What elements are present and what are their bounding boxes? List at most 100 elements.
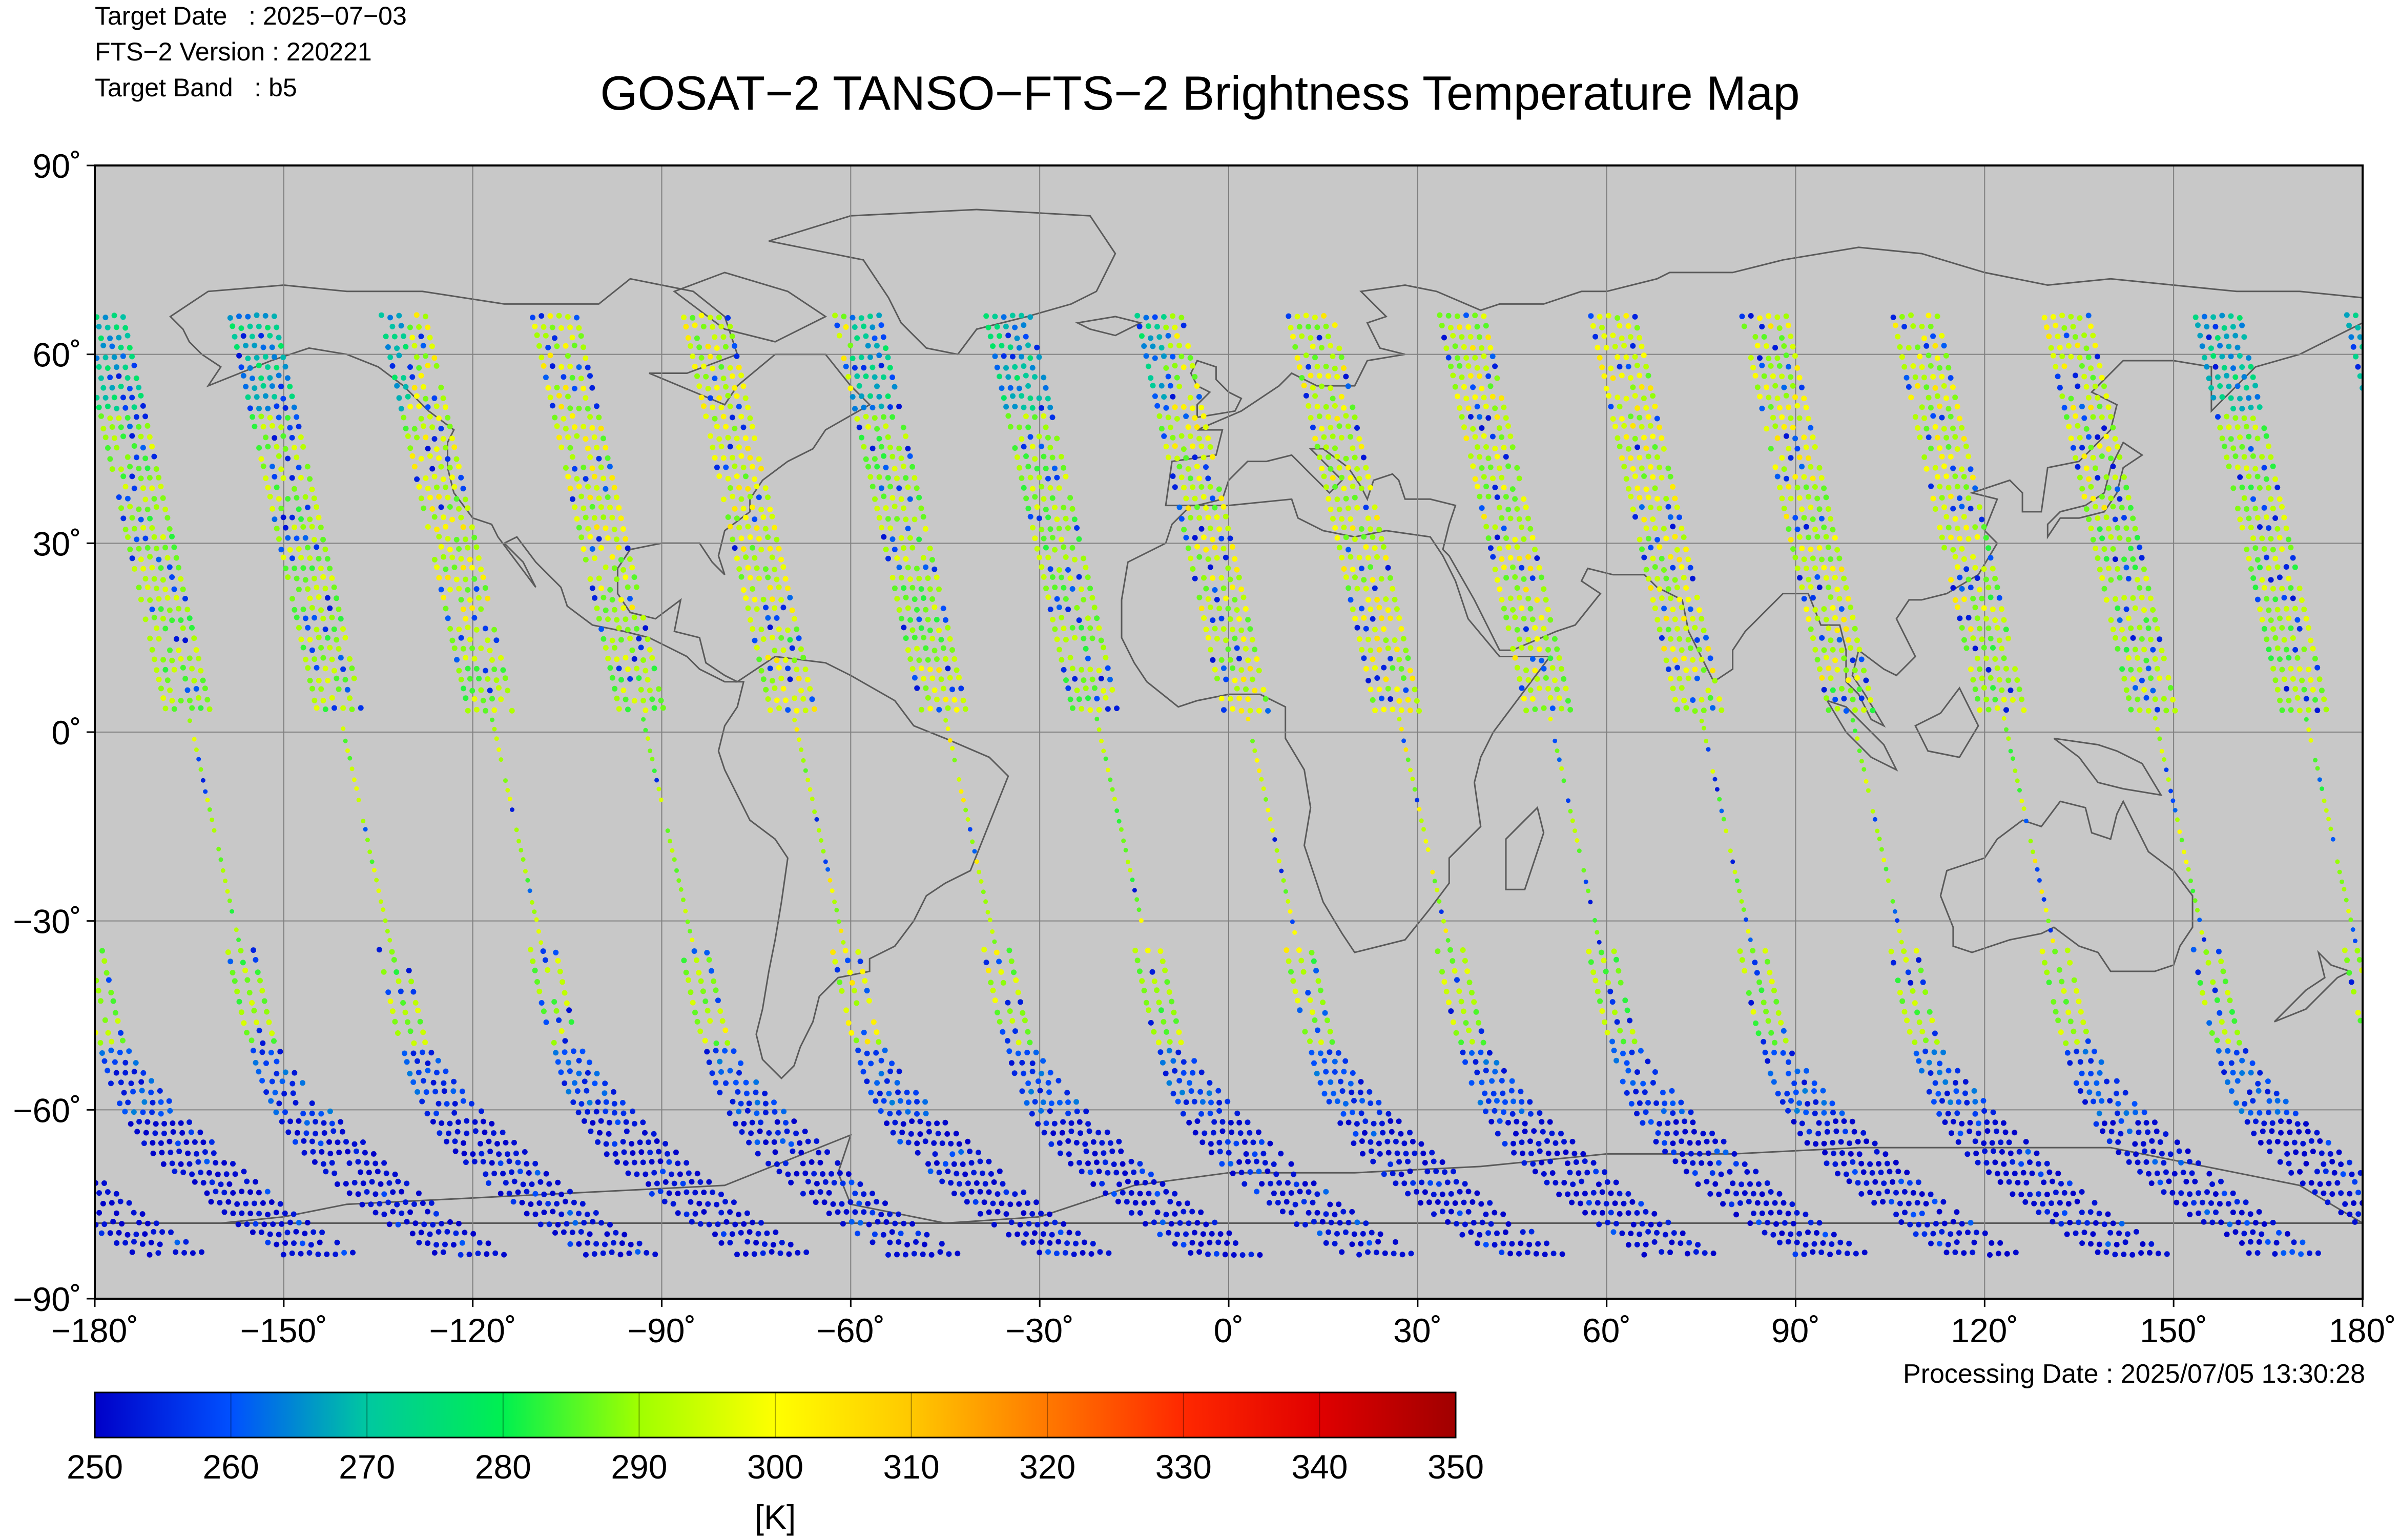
observation-point — [1597, 940, 1602, 945]
observation-point — [1843, 1171, 1849, 1177]
observation-point — [1381, 626, 1387, 632]
observation-point — [874, 1199, 880, 1205]
observation-point — [1641, 434, 1647, 441]
observation-point — [883, 546, 889, 552]
observation-point — [792, 657, 797, 663]
observation-point — [122, 325, 129, 331]
observation-point — [981, 947, 987, 953]
observation-point — [1679, 685, 1685, 691]
observation-point — [932, 648, 938, 654]
observation-point — [1462, 1221, 1468, 1227]
coastline-australia — [1939, 799, 2194, 972]
observation-point — [1657, 1121, 1663, 1127]
observation-point — [1603, 968, 1609, 974]
observation-point — [939, 1241, 945, 1247]
observation-point — [1368, 1139, 1374, 1145]
observation-point — [1499, 474, 1505, 481]
observation-point — [361, 819, 366, 824]
observation-point — [1192, 575, 1198, 581]
observation-point — [1057, 647, 1062, 653]
observation-point — [1500, 1240, 1506, 1246]
observation-point — [519, 1199, 525, 1205]
observation-point — [999, 385, 1005, 391]
observation-point — [816, 1150, 822, 1156]
observation-point — [1673, 1130, 1679, 1136]
observation-point — [1448, 1008, 1454, 1014]
observation-point — [917, 1118, 923, 1125]
observation-point — [120, 353, 126, 359]
observation-point — [718, 404, 725, 410]
observation-point — [1412, 1150, 1418, 1156]
observation-point — [1099, 739, 1104, 743]
observation-point — [951, 1191, 957, 1197]
observation-point — [429, 343, 435, 349]
observation-point — [1488, 1221, 1494, 1227]
observation-point — [1610, 1229, 1617, 1235]
observation-point — [1935, 1091, 1941, 1097]
observation-point — [1442, 1169, 1448, 1175]
observation-point — [272, 1090, 278, 1096]
observation-point — [1216, 486, 1222, 492]
observation-point — [129, 433, 135, 439]
observation-point — [462, 496, 468, 503]
observation-point — [1501, 606, 1507, 612]
observation-point — [1168, 424, 1173, 430]
observation-point — [625, 1170, 631, 1176]
observation-point — [1477, 373, 1482, 379]
observation-point — [640, 657, 646, 663]
observation-point — [720, 413, 727, 420]
observation-point — [113, 324, 119, 330]
observation-point — [1503, 535, 1509, 541]
observation-point — [543, 1171, 549, 1177]
observation-point — [1768, 363, 1774, 369]
observation-point — [734, 515, 740, 522]
observation-point — [1780, 1099, 1786, 1105]
observation-point — [1323, 1189, 1329, 1195]
observation-point — [1872, 1140, 1878, 1147]
observation-point — [1895, 1169, 1901, 1175]
observation-point — [1970, 1250, 1976, 1256]
observation-point — [1250, 739, 1255, 743]
observation-point — [1852, 1169, 1858, 1175]
observation-point — [1799, 506, 1805, 512]
observation-point — [601, 636, 607, 642]
observation-point — [1871, 1200, 1877, 1206]
observation-point — [713, 1040, 719, 1046]
observation-point — [1396, 1118, 1402, 1125]
observation-point — [1548, 717, 1553, 722]
observation-point — [1512, 537, 1518, 543]
observation-point — [716, 473, 722, 479]
observation-point — [1762, 1230, 1768, 1236]
observation-point — [1512, 614, 1518, 620]
observation-point — [986, 1209, 992, 1215]
observation-point — [1043, 1120, 1049, 1127]
observation-point — [620, 567, 626, 573]
observation-point — [223, 878, 228, 883]
observation-point — [1547, 1119, 1553, 1125]
observation-point — [171, 706, 177, 712]
observation-point — [1410, 1180, 1416, 1186]
observation-point — [1457, 405, 1463, 411]
observation-point — [1503, 454, 1509, 460]
observation-point — [839, 988, 845, 994]
observation-point — [360, 1180, 366, 1187]
observation-point — [1181, 446, 1187, 452]
observation-point — [156, 596, 162, 602]
observation-point — [1380, 544, 1387, 550]
observation-point — [916, 494, 922, 501]
observation-point — [1183, 535, 1189, 540]
observation-point — [746, 1139, 752, 1146]
observation-point — [858, 315, 864, 321]
observation-point — [651, 705, 657, 711]
observation-point — [1390, 706, 1396, 713]
observation-point — [894, 1252, 900, 1258]
observation-point — [914, 485, 920, 491]
observation-point — [1060, 1119, 1066, 1125]
observation-point — [1319, 466, 1325, 471]
observation-point — [156, 636, 162, 642]
observation-point — [990, 987, 996, 993]
observation-point — [744, 1210, 750, 1216]
observation-point — [1634, 362, 1640, 368]
observation-point — [410, 989, 417, 995]
observation-point — [780, 605, 787, 611]
